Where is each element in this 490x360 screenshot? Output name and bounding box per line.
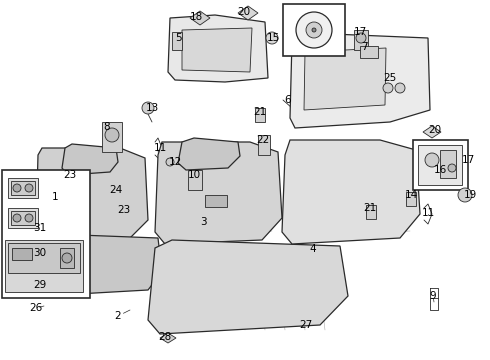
Polygon shape: [155, 142, 282, 244]
Circle shape: [448, 164, 456, 172]
Bar: [102, 122, 122, 152]
Text: 10: 10: [188, 170, 200, 180]
Polygon shape: [304, 48, 386, 110]
Circle shape: [425, 153, 439, 167]
Text: 31: 31: [33, 223, 47, 233]
Circle shape: [166, 158, 174, 166]
Text: 26: 26: [29, 303, 43, 313]
Text: 21: 21: [364, 203, 377, 213]
Text: 20: 20: [428, 125, 441, 135]
Text: 27: 27: [299, 320, 313, 330]
Text: 17: 17: [462, 155, 475, 165]
Circle shape: [62, 253, 72, 263]
Bar: [205, 195, 227, 207]
Bar: [440, 150, 456, 178]
Bar: [8, 208, 38, 228]
Bar: [406, 192, 416, 206]
Text: 22: 22: [256, 135, 270, 145]
Text: 16: 16: [433, 165, 446, 175]
Polygon shape: [36, 148, 148, 240]
Bar: [2, 170, 90, 298]
Bar: [413, 140, 468, 190]
Text: 14: 14: [404, 190, 417, 200]
Circle shape: [458, 188, 472, 202]
Text: 11: 11: [153, 143, 167, 153]
Polygon shape: [423, 126, 441, 138]
Bar: [188, 170, 202, 190]
Circle shape: [13, 214, 21, 222]
Circle shape: [296, 12, 332, 48]
Polygon shape: [62, 144, 118, 175]
Circle shape: [25, 214, 33, 222]
Circle shape: [312, 28, 316, 32]
Text: 23: 23: [63, 170, 76, 180]
Text: 30: 30: [33, 248, 47, 258]
Text: 1: 1: [51, 192, 58, 202]
Circle shape: [142, 102, 154, 114]
Bar: [360, 46, 378, 58]
Text: 17: 17: [353, 27, 367, 37]
Circle shape: [105, 128, 119, 142]
Bar: [435, 168, 447, 184]
Polygon shape: [282, 140, 420, 244]
Polygon shape: [160, 333, 176, 343]
Circle shape: [306, 22, 322, 38]
Text: 5: 5: [175, 33, 181, 43]
Polygon shape: [182, 28, 252, 72]
Circle shape: [395, 83, 405, 93]
Circle shape: [356, 33, 366, 43]
Text: 11: 11: [421, 208, 435, 218]
Text: 19: 19: [464, 190, 477, 200]
Bar: [60, 248, 74, 268]
Polygon shape: [148, 240, 348, 334]
Text: 29: 29: [33, 280, 47, 290]
Bar: [12, 248, 32, 260]
Text: 9: 9: [430, 291, 436, 301]
Text: 20: 20: [238, 7, 250, 17]
Text: 7: 7: [361, 42, 368, 52]
Text: 8: 8: [104, 122, 110, 132]
Text: 28: 28: [158, 332, 172, 342]
Bar: [5, 240, 83, 292]
Polygon shape: [290, 34, 430, 128]
Circle shape: [13, 184, 21, 192]
Bar: [8, 243, 80, 273]
Text: 2: 2: [115, 311, 122, 321]
Bar: [255, 108, 265, 122]
Circle shape: [383, 83, 393, 93]
Bar: [11, 181, 35, 195]
Circle shape: [25, 184, 33, 192]
Text: 13: 13: [146, 103, 159, 113]
Bar: [283, 4, 345, 56]
Bar: [418, 145, 462, 185]
Text: 21: 21: [253, 107, 267, 117]
Bar: [8, 178, 38, 198]
Polygon shape: [190, 11, 210, 25]
Polygon shape: [238, 6, 258, 20]
Polygon shape: [178, 138, 240, 170]
Text: 3: 3: [200, 217, 206, 227]
Text: 25: 25: [383, 73, 396, 83]
Text: 15: 15: [267, 33, 280, 43]
Bar: [258, 135, 270, 155]
Text: 4: 4: [310, 244, 317, 254]
Text: 24: 24: [109, 185, 122, 195]
Bar: [11, 211, 35, 225]
Bar: [354, 30, 368, 50]
Polygon shape: [168, 15, 268, 82]
Text: 23: 23: [118, 205, 131, 215]
Circle shape: [266, 32, 278, 44]
Bar: [366, 205, 376, 219]
Text: 12: 12: [169, 157, 182, 167]
Text: 18: 18: [189, 12, 203, 22]
Text: 6: 6: [285, 95, 292, 105]
Polygon shape: [34, 234, 162, 296]
Bar: [172, 32, 182, 50]
